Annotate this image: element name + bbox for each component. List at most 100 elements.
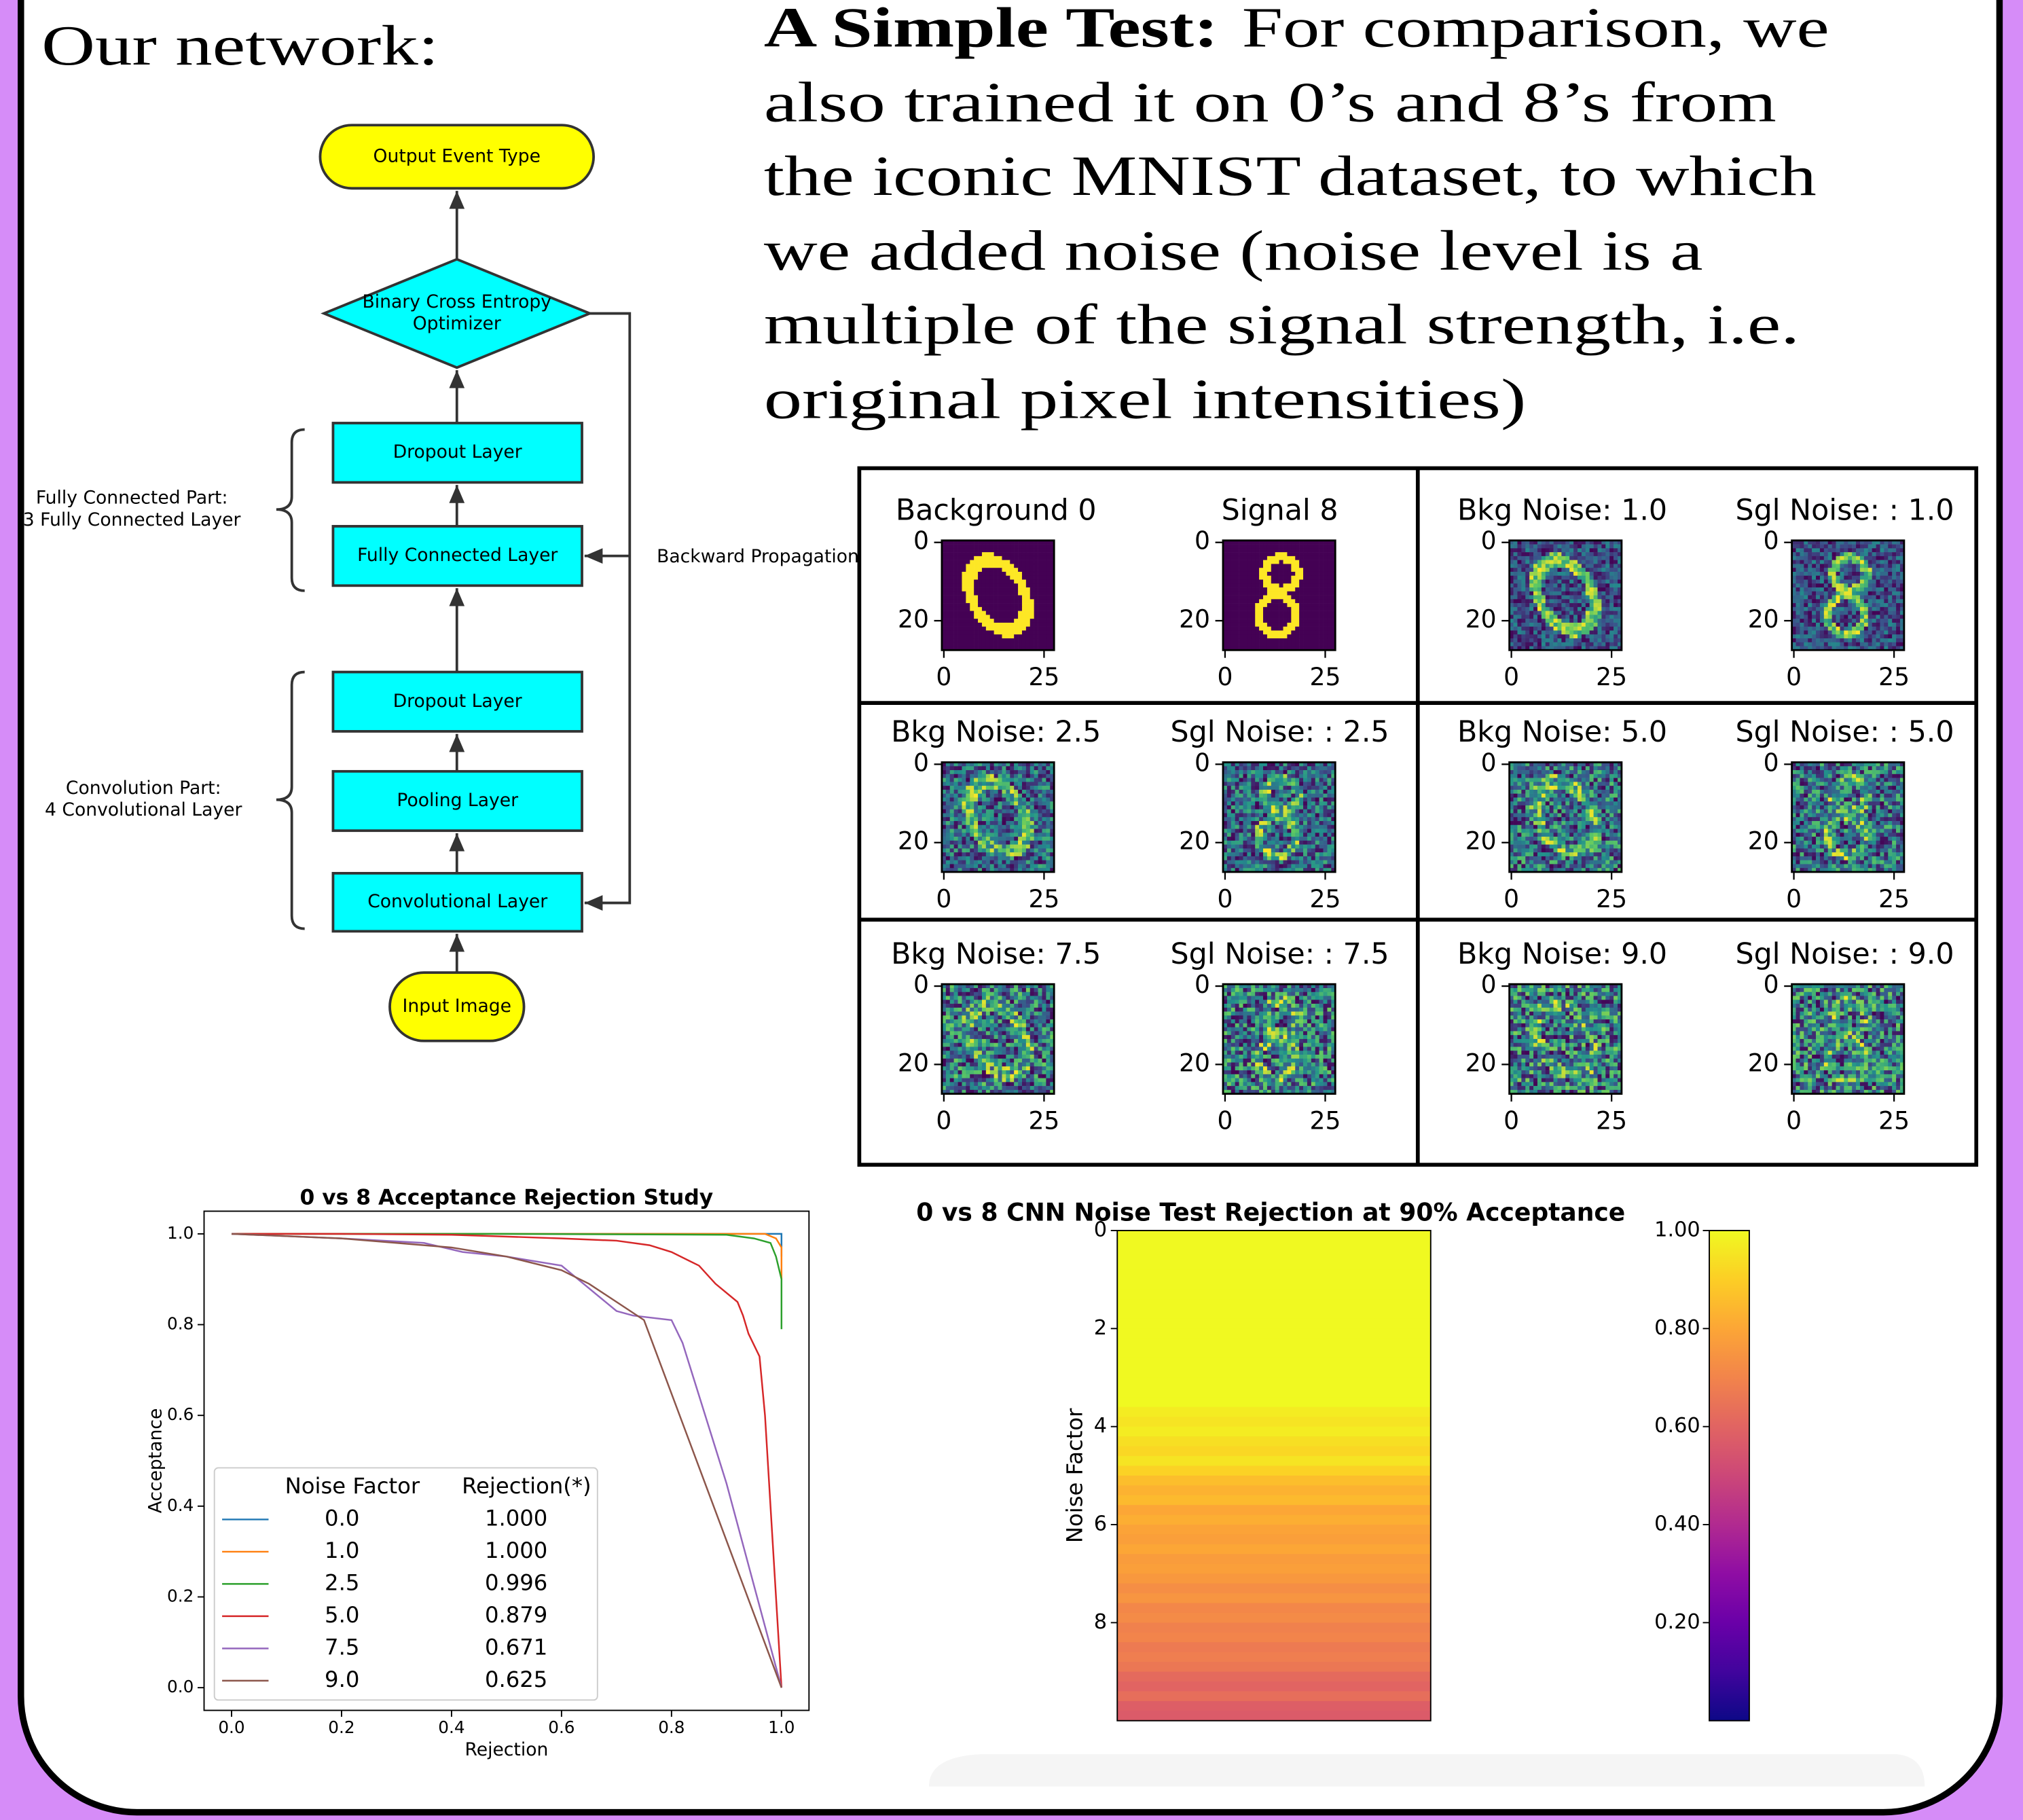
- pixel: [1267, 805, 1271, 809]
- pixel: [1299, 770, 1303, 774]
- pixel: [1533, 552, 1537, 556]
- pixel: [1812, 548, 1816, 552]
- pixel: [1002, 774, 1006, 778]
- pixel: [1876, 579, 1880, 583]
- pixel: [1820, 627, 1824, 631]
- pixel: [1010, 579, 1014, 583]
- pixel: [1820, 619, 1824, 623]
- pixel: [990, 825, 994, 829]
- pixel: [1279, 634, 1283, 638]
- pixel: [1295, 596, 1299, 600]
- pixel: [1582, 596, 1586, 600]
- pixel: [1247, 782, 1251, 786]
- pixel: [1590, 774, 1594, 778]
- pixel: [1319, 797, 1324, 801]
- pixel: [966, 630, 970, 634]
- pixel: [1259, 634, 1263, 638]
- pixel: [1303, 623, 1307, 627]
- panel-title: Bkg Noise: 1.0: [1457, 494, 1667, 528]
- pixel: [1319, 809, 1324, 814]
- pixel: [1231, 572, 1235, 576]
- pixel: [998, 599, 1002, 603]
- pixel: [1255, 587, 1259, 592]
- pixel: [950, 864, 954, 868]
- pixel: [1550, 607, 1554, 611]
- pixel: [946, 587, 950, 592]
- pixel: [978, 860, 982, 864]
- pixel: [1263, 545, 1267, 549]
- pixel: [1888, 615, 1892, 619]
- x-tick-label: 0: [936, 885, 951, 913]
- pixel: [966, 805, 970, 809]
- pixel: [1327, 801, 1331, 805]
- pixel: [978, 560, 982, 564]
- pixel: [1259, 817, 1263, 821]
- pixel: [1251, 774, 1255, 778]
- pixel: [1605, 564, 1609, 568]
- pixel: [1896, 611, 1900, 615]
- pixel: [1042, 607, 1046, 611]
- pixel: [998, 627, 1002, 631]
- pixel: [1279, 587, 1283, 592]
- pixel: [1295, 560, 1299, 564]
- pixel: [1026, 770, 1030, 774]
- pixel: [1311, 864, 1315, 868]
- pixel: [1609, 782, 1614, 786]
- pixel: [1287, 774, 1291, 778]
- pixel: [1255, 583, 1259, 587]
- pixel: [1582, 778, 1586, 782]
- pixel: [1255, 627, 1259, 631]
- pixel: [1896, 596, 1900, 600]
- pixel: [1872, 583, 1876, 587]
- pixel: [1042, 556, 1046, 560]
- pixel: [974, 642, 978, 647]
- pixel: [1030, 615, 1034, 619]
- pixel: [1014, 805, 1018, 809]
- pixel: [1586, 556, 1590, 560]
- pixel: [1034, 837, 1038, 841]
- pixel: [1796, 627, 1800, 631]
- pixel: [958, 634, 962, 638]
- pixel: [1868, 642, 1872, 647]
- pixel: [1533, 596, 1537, 600]
- pixel: [958, 630, 962, 634]
- pixel: [1546, 552, 1550, 556]
- pixel: [986, 794, 990, 798]
- pixel: [1876, 576, 1880, 580]
- pixel: [950, 560, 954, 564]
- pixel: [1239, 845, 1243, 849]
- pixel: [1026, 805, 1030, 809]
- pixel: [954, 583, 958, 587]
- pixel: [1243, 552, 1247, 556]
- pixel: [1243, 564, 1247, 568]
- pixel: [1840, 572, 1844, 576]
- pixel: [1239, 856, 1243, 860]
- pixel: [1605, 611, 1609, 615]
- pixel: [1002, 841, 1006, 845]
- pixel: [1022, 638, 1026, 642]
- pixel: [994, 774, 998, 778]
- pixel: [994, 564, 998, 568]
- pixel: [958, 564, 962, 568]
- pixel: [1307, 848, 1311, 852]
- pixel: [1018, 592, 1022, 596]
- pixel: [1251, 623, 1255, 627]
- pixel: [1896, 603, 1900, 607]
- pixel: [974, 596, 978, 600]
- pixel: [1291, 837, 1295, 841]
- pixel: [970, 837, 974, 841]
- pixel: [1529, 603, 1533, 607]
- pixel: [1263, 821, 1267, 825]
- pixel: [1569, 627, 1573, 631]
- pixel: [1271, 864, 1275, 868]
- pixel: [962, 845, 966, 849]
- pixel: [1614, 778, 1618, 782]
- pixel: [1287, 805, 1291, 809]
- pixel: [1557, 782, 1561, 786]
- pixel: [1243, 576, 1247, 580]
- pixel: [1315, 817, 1319, 821]
- pixel: [1263, 833, 1267, 837]
- pixel: [1554, 583, 1558, 587]
- pixel: [1514, 642, 1518, 647]
- pixel: [1303, 572, 1307, 576]
